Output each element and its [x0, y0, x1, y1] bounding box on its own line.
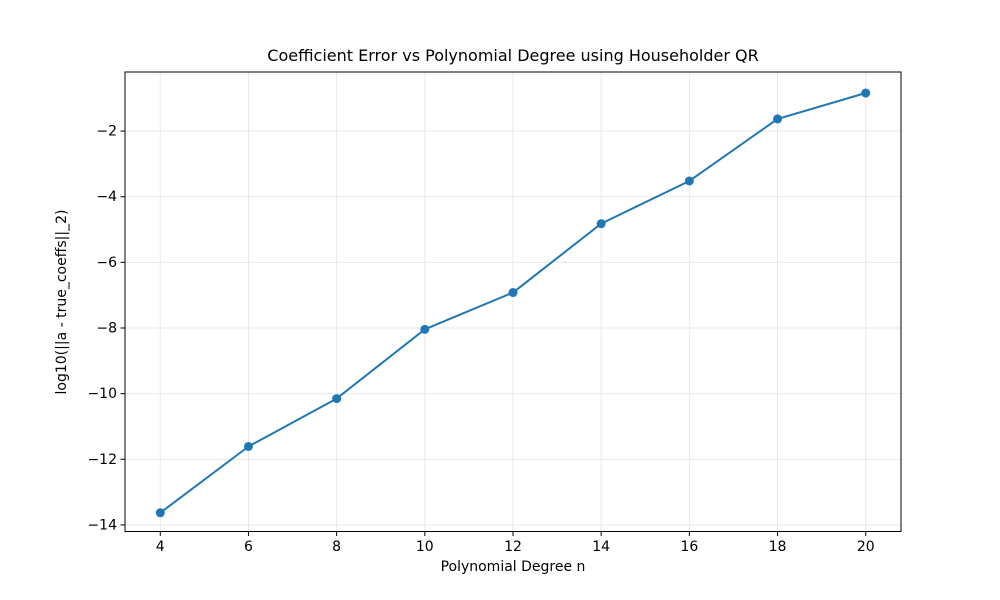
y-tick-label: −12	[87, 452, 117, 468]
x-tick-label: 20	[857, 539, 875, 555]
data-point	[243, 441, 253, 451]
x-tick-label: 4	[156, 539, 165, 555]
x-tick-label: 10	[416, 539, 434, 555]
data-point	[155, 508, 165, 518]
data-point	[773, 114, 783, 124]
y-tick-label: −10	[87, 386, 117, 402]
y-axis-label-text: log10(||a - true_coeffs||_2)	[54, 209, 70, 395]
x-tick-label: 12	[504, 539, 522, 555]
data-point	[332, 394, 342, 404]
y-tick-label: −4	[96, 189, 117, 205]
x-tick-label: 16	[680, 539, 698, 555]
chart-title: Coefficient Error vs Polynomial Degree u…	[267, 46, 759, 65]
x-tick-label: 18	[769, 539, 787, 555]
y-tick-label: −6	[96, 255, 117, 271]
data-point	[420, 324, 430, 334]
x-tick-label: 6	[244, 539, 253, 555]
y-tick-label: −14	[87, 517, 117, 533]
x-tick-label: 8	[332, 539, 341, 555]
data-point	[684, 176, 694, 186]
data-point	[508, 288, 518, 298]
data-point	[596, 219, 606, 229]
y-tick-label: −8	[96, 321, 117, 337]
y-tick-label: −2	[96, 124, 117, 140]
data-point	[861, 88, 871, 98]
x-tick-label: 14	[592, 539, 610, 555]
x-axis-label: Polynomial Degree n	[440, 559, 586, 575]
